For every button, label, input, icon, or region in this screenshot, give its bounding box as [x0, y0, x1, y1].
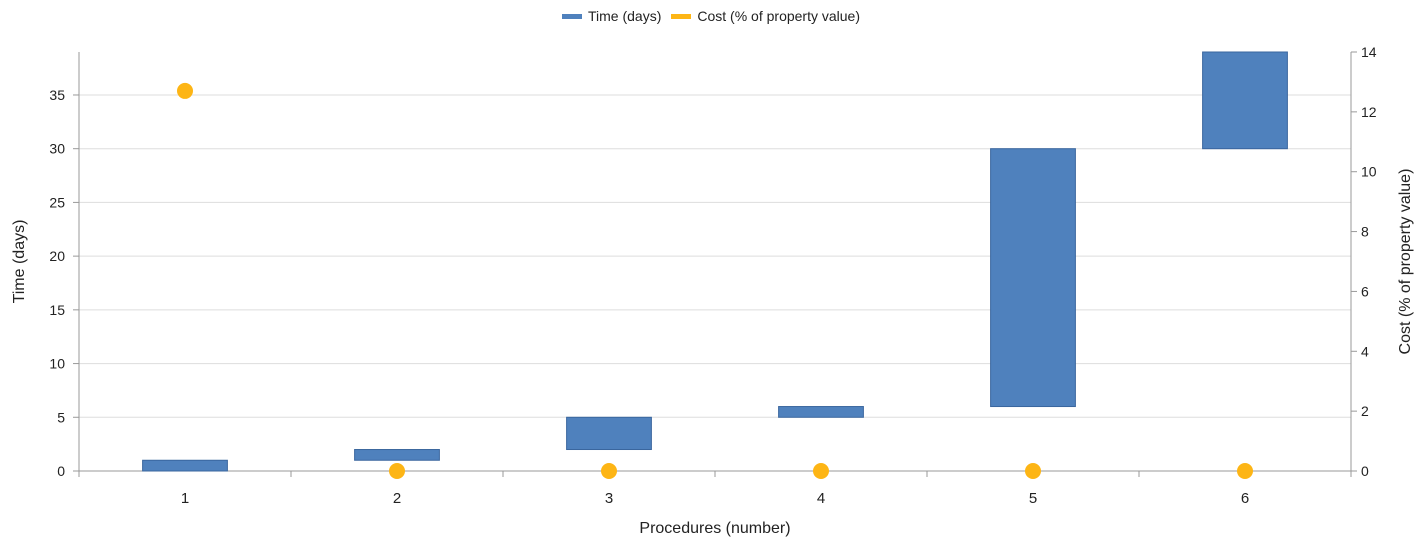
right-tick-label: 8 — [1361, 224, 1369, 240]
time-bar-6 — [1202, 51, 1288, 150]
cost-point-6 — [1237, 463, 1253, 479]
time-bar-4 — [778, 406, 864, 418]
left-tick-label: 5 — [57, 409, 65, 425]
legend-item-time[interactable]: Time (days) — [561, 8, 662, 24]
legend-swatch-time — [561, 13, 582, 19]
left-tick-label: 15 — [49, 302, 65, 318]
x-tick-label: 2 — [393, 490, 401, 507]
legend-swatch-cost — [671, 13, 692, 19]
left-tick-label: 30 — [49, 141, 65, 157]
cost-markers — [177, 82, 1253, 479]
legend-label-cost: Cost (% of property value) — [697, 8, 860, 24]
legend-label-time: Time (days) — [587, 8, 662, 24]
right-tick-label: 6 — [1361, 283, 1369, 299]
left-tick-label: 20 — [49, 248, 65, 264]
y-axis-right-title: Cost (% of property value) — [1397, 169, 1414, 355]
x-axis-title: Procedures (number) — [639, 520, 790, 537]
chart-legend: Time (days) Cost (% of property value) — [0, 8, 1422, 24]
left-tick-label: 25 — [49, 194, 65, 210]
right-tick-label: 14 — [1361, 44, 1377, 60]
right-tick-label: 10 — [1361, 164, 1377, 180]
x-tick-label: 6 — [1241, 490, 1249, 507]
right-tick-label: 0 — [1361, 463, 1369, 479]
x-tick-label: 5 — [1029, 490, 1037, 507]
left-tick-label: 0 — [57, 463, 65, 479]
axes — [73, 51, 1357, 477]
right-tick-label: 12 — [1361, 104, 1377, 120]
right-tick-label: 4 — [1361, 343, 1369, 359]
legend-item-cost[interactable]: Cost (% of property value) — [671, 8, 860, 24]
time-bar-2 — [354, 449, 440, 461]
time-bars — [142, 51, 1288, 472]
left-tick-label: 10 — [49, 356, 65, 372]
cost-point-5 — [1025, 463, 1041, 479]
left-tick-label: 35 — [49, 87, 65, 103]
time-bar-1 — [142, 459, 228, 472]
gridlines — [79, 94, 1351, 418]
time-bar-3 — [566, 416, 652, 451]
cost-point-1 — [177, 82, 193, 99]
cost-point-4 — [813, 463, 829, 479]
right-tick-label: 2 — [1361, 403, 1369, 419]
time-bar-5 — [990, 148, 1076, 408]
cost-point-2 — [389, 463, 405, 479]
y-axis-left-title: Time (days) — [11, 220, 28, 304]
cost-point-3 — [601, 463, 617, 479]
x-tick-label: 3 — [605, 490, 613, 507]
x-tick-label: 4 — [817, 490, 825, 507]
x-tick-label: 1 — [181, 490, 189, 507]
